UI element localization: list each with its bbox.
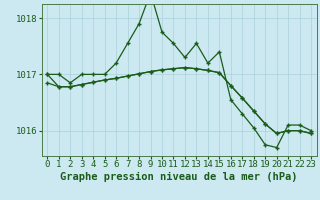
X-axis label: Graphe pression niveau de la mer (hPa): Graphe pression niveau de la mer (hPa) (60, 172, 298, 182)
